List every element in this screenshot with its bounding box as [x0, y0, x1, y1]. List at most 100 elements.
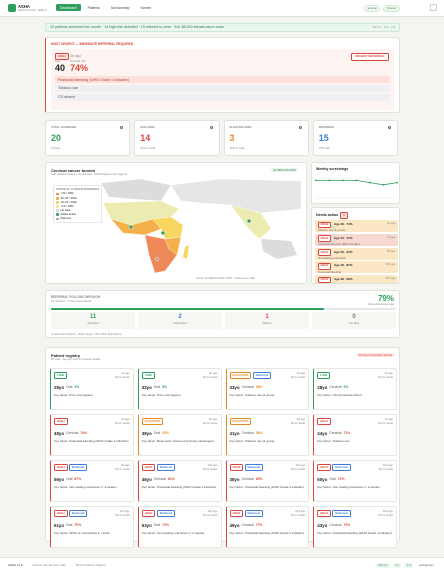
nav-tab[interactable]: Survivorship: [110, 5, 130, 10]
key-prefix: Key factor:: [54, 485, 69, 490]
key-value: Non-healing oral lesion (> 2 weeks): [69, 485, 117, 490]
urgent-referral-button[interactable]: URGENT REFERRAL: [351, 53, 389, 61]
badge-row: HIGH: [317, 418, 393, 425]
tap-hint: Tap for details: [114, 376, 130, 379]
stat-label: HIGH RISK: [140, 125, 155, 129]
patient-card[interactable]: HIGH Referred 16d ago Tap for details 43yo Ce…: [313, 506, 397, 548]
footer-pill: Sth 1.1: [375, 562, 390, 569]
key-factor: Key factor:Postcoital bleeding (WHO Grad…: [54, 439, 130, 444]
action-head: HIGH Age 56 · 67%: [317, 249, 396, 256]
patient-age: 38yo: [229, 476, 240, 482]
action-text: Age 44 · 71%: [334, 235, 353, 240]
patient-card[interactable]: HIGH 4d ago Tap for details 48yo Cervical 74%…: [50, 414, 134, 456]
footer-pill: 1.0: [404, 562, 414, 569]
tap-hint: Tap for details: [290, 376, 306, 379]
time-ago: 9d ago: [386, 248, 396, 253]
patient-card[interactable]: HIGH Referred 10d ago Tap for details 46yo Ce…: [137, 460, 222, 502]
key-prefix: Key factor:: [54, 439, 69, 444]
cancer-type: Oral: [153, 431, 161, 436]
count-value: 1: [265, 314, 269, 320]
status-badge: HIGH: [317, 464, 331, 471]
patient-age: 28yo: [317, 384, 328, 390]
patient-card[interactable]: HIGH Referred 12d ago Tap for details 50yo Or…: [313, 460, 397, 502]
key-prefix: Key factor:: [54, 531, 69, 536]
key-value: Tobacco use: [332, 439, 350, 444]
logo: [8, 4, 16, 12]
flag-list: Postcoital bleeding (WHO Grade 4 indicat…: [55, 76, 390, 103]
patient-card[interactable]: ELEVATED 5d ago Tap for details 38yo Oral 23%…: [137, 414, 222, 456]
status-badge: HIGH: [317, 510, 331, 517]
badge-row: LOW: [141, 372, 218, 379]
weekly-point: [369, 181, 371, 184]
flag: Tobacco use: [55, 84, 390, 93]
weekly-point: [382, 183, 385, 186]
tap-hint: Tap for details: [202, 422, 218, 425]
status-badge: Referred: [69, 464, 88, 471]
time-ago: 5d ago: [208, 417, 218, 421]
map: [101, 179, 301, 274]
nav-tab[interactable]: Screen: [140, 5, 152, 10]
legend-label: Planned: [60, 215, 71, 220]
patient-card[interactable]: LOW 2d ago Tap for details 32yo Oral 8% Key fa…: [137, 368, 222, 410]
key-factor: Key factor:HIV (protective factor): [317, 393, 393, 398]
count-box: 1 Missed: [225, 312, 309, 329]
risk-value: 74%: [70, 63, 89, 73]
action-text: Age 46 · 81%: [334, 263, 353, 268]
footer-right: Sth 1.1 1.1 1.0 sysbyjnnael: [375, 562, 436, 569]
cancer-type: Cervical: [329, 523, 342, 528]
referral-sub: 15 referred · 7 days post-referral: [51, 299, 92, 303]
cancer-type: Cervical: [329, 431, 342, 436]
tap-hint: Tap for details: [378, 376, 393, 379]
stat-value: 15: [318, 133, 329, 143]
status-badge: Referred: [156, 464, 176, 471]
key-factor: Key factor:White or red patches in mouth: [54, 531, 130, 536]
legend-title: CERVICAL CANCER INCIDENCE: [56, 187, 100, 191]
patient-card[interactable]: HIGH Referred 14d ago Tap for details 53yo Or…: [137, 506, 222, 548]
patient-card[interactable]: LOW 1d ago Tap for details 29yo Oral 4% Key fa…: [50, 368, 134, 410]
stat-card: ELEVATED RISK 3 15% of total: [223, 120, 309, 156]
time-ago: 12d ago: [382, 463, 393, 467]
nav-tab[interactable]: Dashboard: [56, 4, 81, 12]
referral-heading: REFERRAL FOLLOW-THROUGH: [51, 295, 101, 299]
legend-swatch: [56, 197, 59, 200]
legend-item: 20–30 / 100k: [56, 196, 99, 200]
legend-label: <10 / 100k: [60, 203, 74, 208]
settings-button[interactable]: [430, 4, 437, 11]
patient-card[interactable]: ELEVATED Referred 2d ago Tap for details 33y…: [225, 368, 310, 410]
patient-card[interactable]: HIGH Referred 9d ago Tap for details 56yo Ora…: [50, 460, 134, 502]
tap-hint: Tap for details: [378, 468, 393, 471]
key-value: Tobacco use (4 years): [244, 439, 275, 444]
status-badge: HIGH: [54, 418, 68, 425]
tap-hint: Tap for details: [114, 422, 130, 425]
badge-row: HIGH Referred: [54, 510, 130, 517]
patient-card[interactable]: ELEVATED 5d ago Tap for details 41yo Cervica…: [225, 414, 310, 456]
nav-tab[interactable]: Patients: [87, 5, 100, 10]
age-label: Age: [55, 59, 60, 63]
patient-summary: 48yo Cervical 74%: [54, 431, 130, 437]
action-item[interactable]: HIGH Age 48 · 74% 4d ago Tobacco use (4 yea…: [315, 220, 398, 232]
status-badge: ELEVATED: [229, 372, 252, 379]
patient-card[interactable]: HIGH Referred 13d ago Tap for details 51yo Or…: [50, 506, 134, 548]
key-prefix: Key factor:: [229, 485, 244, 490]
referral-fill: [51, 308, 324, 310]
action-item[interactable]: HIGH Age 56 · 67% 9d ago Non-healing oral l…: [315, 247, 398, 260]
status-badge: LOW: [317, 372, 331, 379]
flag: CD absent: [55, 93, 390, 102]
risk-pct: 5%: [343, 385, 349, 390]
action-item[interactable]: HIGH Age 46 · 81% 10d ago Postcoital bleedi…: [315, 261, 398, 274]
risk-pct: 81%: [168, 477, 175, 482]
referral-track: [51, 308, 396, 310]
time-ago: 3d ago: [70, 54, 81, 59]
patient-summary: 51yo Oral 70%: [54, 523, 130, 529]
patient-card[interactable]: HIGH Referred 15d ago Tap for details 49yo Ce…: [225, 506, 310, 548]
action-item[interactable]: HIGH Age 44 · 71% 7d ago Postcoital bleedin…: [315, 233, 398, 246]
patient-card[interactable]: LOW 3d ago Tap for details 28yo Cervical 5% Ke…: [313, 368, 397, 410]
patient-age: 41yo: [229, 430, 240, 436]
patient-card[interactable]: HIGH Referred 11d ago Tap for details 38yo Ce…: [225, 460, 310, 502]
patient-card[interactable]: HIGH 7d ago Tap for details 44yo Cervical 71%…: [313, 414, 397, 456]
cancer-type: Cervical: [66, 431, 79, 436]
cancer-type: Oral: [66, 385, 73, 390]
status-badge: Referred: [244, 464, 263, 471]
